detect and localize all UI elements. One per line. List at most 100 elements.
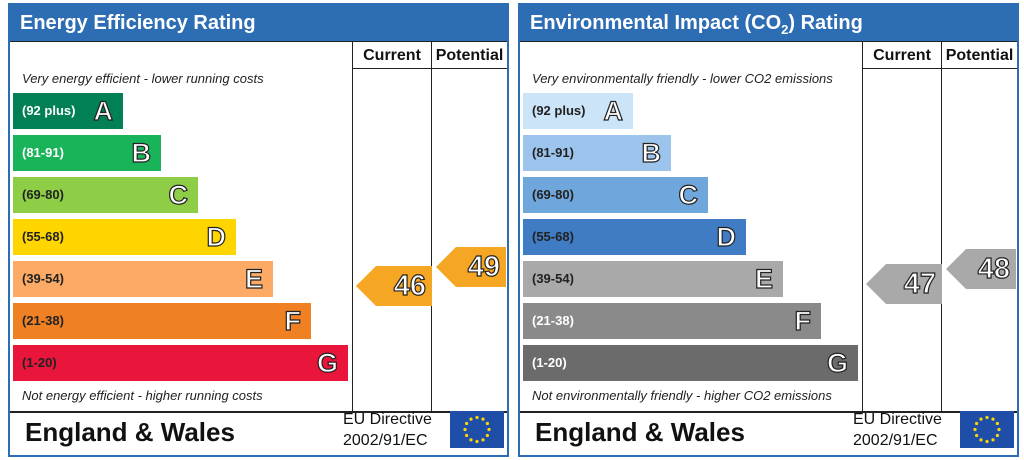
band-f: (21-38) F bbox=[523, 303, 821, 339]
potential-column-divider bbox=[431, 41, 432, 411]
band-g: (1-20) G bbox=[523, 345, 858, 381]
band-c: (69-80) C bbox=[523, 177, 708, 213]
current-column-header: Current bbox=[363, 47, 421, 64]
current-column-divider bbox=[352, 41, 353, 411]
band-range-label: (81-91) bbox=[532, 145, 574, 160]
eu-star bbox=[481, 417, 485, 421]
band-range-label: (21-38) bbox=[532, 313, 574, 328]
band-letter: A bbox=[93, 95, 114, 126]
band-letter: D bbox=[206, 221, 227, 252]
band-a: (92 plus) A bbox=[523, 93, 633, 129]
eu-star bbox=[487, 427, 491, 432]
eu-star bbox=[997, 427, 1001, 432]
eu-star bbox=[469, 417, 473, 421]
band-letter: A bbox=[603, 95, 624, 126]
band-range-label: (69-80) bbox=[532, 187, 574, 202]
band-range-label: (55-68) bbox=[22, 229, 64, 244]
eu-star bbox=[979, 438, 983, 442]
eu-star bbox=[463, 427, 467, 432]
eu-star bbox=[973, 427, 977, 432]
directive-line-2: 2002/91/EC bbox=[853, 432, 938, 449]
band-g: (1-20) G bbox=[13, 345, 348, 381]
title-divider bbox=[520, 41, 1017, 42]
band-range-label: (92 plus) bbox=[532, 103, 586, 118]
bottom-caption: Not environmentally friendly - higher CO… bbox=[532, 388, 832, 403]
eu-star bbox=[469, 438, 473, 442]
band-letter: F bbox=[284, 305, 302, 336]
potential-rating-arrow: 48 bbox=[946, 249, 1016, 290]
eu-star bbox=[985, 415, 989, 420]
eu-star bbox=[975, 421, 979, 426]
band-d: (55-68) D bbox=[523, 219, 746, 255]
band-range-label: (92 plus) bbox=[22, 103, 76, 118]
eu-star bbox=[475, 439, 479, 444]
title-divider bbox=[10, 41, 507, 42]
bottom-caption: Not energy efficient - higher running co… bbox=[22, 388, 263, 403]
eu-star bbox=[465, 433, 469, 438]
eu-star bbox=[485, 433, 489, 438]
eu-star bbox=[979, 417, 983, 421]
eu-star bbox=[475, 415, 479, 420]
band-f: (21-38) F bbox=[13, 303, 311, 339]
band-b: (81-91) B bbox=[13, 135, 161, 171]
band-range-label: (55-68) bbox=[532, 229, 574, 244]
directive-line-2: 2002/91/EC bbox=[343, 432, 428, 449]
band-d: (55-68) D bbox=[13, 219, 236, 255]
current-column-divider bbox=[862, 41, 863, 411]
region-label: England & Wales bbox=[535, 417, 745, 447]
band-letter: C bbox=[168, 179, 189, 210]
footer-divider bbox=[520, 411, 1017, 413]
directive-line-1: EU Directive bbox=[853, 411, 942, 428]
band-letter: E bbox=[754, 263, 773, 294]
band-a: (92 plus) A bbox=[13, 93, 123, 129]
directive-line-1: EU Directive bbox=[343, 411, 432, 428]
current-rating-arrow: 46 bbox=[356, 266, 432, 307]
band-letter: B bbox=[131, 137, 152, 168]
eu-flag-icon bbox=[450, 411, 504, 448]
band-range-label: (21-38) bbox=[22, 313, 64, 328]
band-range-label: (69-80) bbox=[22, 187, 64, 202]
band-letter: D bbox=[716, 221, 737, 252]
header-divider bbox=[352, 68, 507, 69]
eu-star bbox=[995, 433, 999, 438]
band-range-label: (39-54) bbox=[22, 271, 64, 286]
eu-star bbox=[485, 421, 489, 426]
potential-rating-value: 48 bbox=[977, 253, 1010, 286]
energy-efficiency-panel: Energy Efficiency Rating Current Potenti… bbox=[8, 3, 509, 457]
band-e: (39-54) E bbox=[523, 261, 783, 297]
panel-title: Energy Efficiency Rating bbox=[10, 5, 507, 41]
footer-divider bbox=[10, 411, 507, 413]
environmental-impact-panel: Environmental Impact (CO2) Rating Curren… bbox=[518, 3, 1019, 457]
band-letter: G bbox=[826, 347, 848, 378]
header-divider bbox=[862, 68, 1017, 69]
eu-star bbox=[985, 439, 989, 444]
eu-star bbox=[991, 417, 995, 421]
band-letter: E bbox=[244, 263, 263, 294]
region-label: England & Wales bbox=[25, 417, 235, 447]
panel-title: Environmental Impact (CO2) Rating bbox=[520, 5, 1017, 41]
band-letter: B bbox=[641, 137, 662, 168]
current-rating-value: 47 bbox=[903, 267, 936, 300]
eu-directive-label: EU Directive 2002/91/EC bbox=[343, 409, 432, 451]
eu-star bbox=[975, 433, 979, 438]
band-range-label: (1-20) bbox=[532, 355, 567, 370]
band-b: (81-91) B bbox=[523, 135, 671, 171]
eu-flag-icon bbox=[960, 411, 1014, 448]
potential-column-header: Potential bbox=[945, 47, 1014, 64]
current-rating-arrow: 47 bbox=[866, 263, 942, 304]
current-rating-value: 46 bbox=[393, 270, 426, 303]
band-range-label: (39-54) bbox=[532, 271, 574, 286]
potential-column-divider bbox=[941, 41, 942, 411]
band-letter: F bbox=[794, 305, 812, 336]
eu-star bbox=[481, 438, 485, 442]
top-caption: Very energy efficient - lower running co… bbox=[22, 71, 264, 86]
band-range-label: (81-91) bbox=[22, 145, 64, 160]
band-range-label: (1-20) bbox=[22, 355, 57, 370]
band-e: (39-54) E bbox=[13, 261, 273, 297]
eu-star bbox=[991, 438, 995, 442]
eu-star bbox=[465, 421, 469, 426]
potential-rating-value: 49 bbox=[467, 250, 500, 283]
band-letter: C bbox=[678, 179, 699, 210]
band-letter: G bbox=[316, 347, 338, 378]
eu-directive-label: EU Directive 2002/91/EC bbox=[853, 409, 942, 451]
